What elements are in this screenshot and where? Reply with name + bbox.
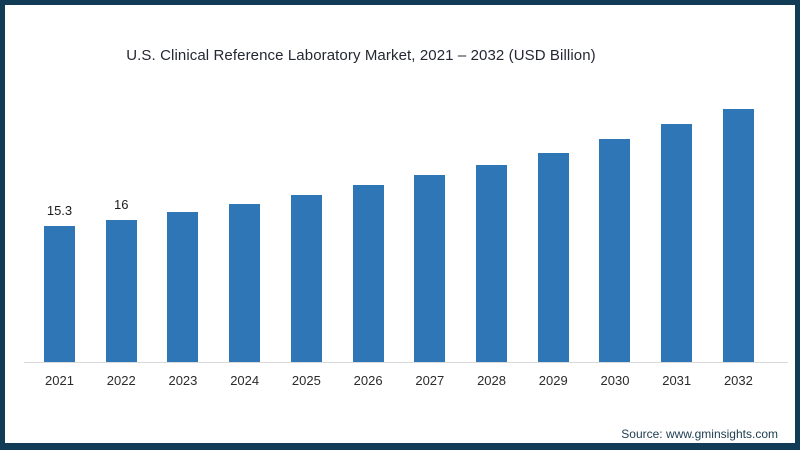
bar-2021 [44,226,75,363]
x-axis-tick-2029: 2029 [538,373,568,388]
bar-2030 [599,139,631,363]
bar-value-label-2021: 15.3 [46,203,73,218]
bar-column-2023: 2023 [167,63,199,388]
bar-2028 [476,165,508,363]
bar-column-2031: 2031 [661,63,693,388]
x-axis-tick-2030: 2030 [600,373,630,388]
bar-2027 [414,174,446,363]
x-axis-tick-2026: 2026 [353,373,383,388]
bar-column-2021: 15.3 2021 [44,63,75,388]
x-axis-tick-2024: 2024 [230,373,260,388]
bar-column-2028: 2028 [476,63,508,388]
bar-column-2030: 2030 [599,63,631,388]
x-axis-tick-2031: 2031 [662,373,692,388]
bar-2031 [661,123,693,363]
chart-title: U.S. Clinical Reference Laboratory Marke… [126,47,596,64]
bar-column-2024: 2024 [229,63,261,388]
bar-value-label-2022: 16 [113,196,129,212]
source-attribution: Source: www.gminsights.com [621,427,778,441]
bar-column-2029: 2029 [537,63,569,388]
bar-2024 [229,204,261,363]
x-axis-tick-2023: 2023 [168,373,198,388]
bar-2026 [352,184,384,363]
x-axis-tick-2027: 2027 [415,373,445,388]
bar-chart-plot: 15.3 2021 16 2022 2023 2024 2025 2026 2027 2028 20… [44,63,754,388]
bar-2032 [722,108,754,363]
bar-column-2032: 2032 [722,63,754,388]
bar-column-2027: 2027 [414,63,446,388]
bar-2023 [167,211,199,363]
x-axis-line [24,362,788,363]
x-axis-tick-2032: 2032 [723,373,753,388]
x-axis-tick-2022: 2022 [106,373,136,388]
bar-2025 [290,194,322,363]
x-axis-tick-2028: 2028 [477,373,506,388]
bar-column-2026: 2026 [352,63,384,388]
x-axis-tick-2025: 2025 [291,373,321,388]
bar-column-2025: 2025 [290,63,322,388]
x-axis-tick-2021: 2021 [45,373,74,388]
bar-2022 [105,219,137,363]
bar-2029 [537,152,569,363]
bar-column-2022: 16 2022 [105,63,137,388]
